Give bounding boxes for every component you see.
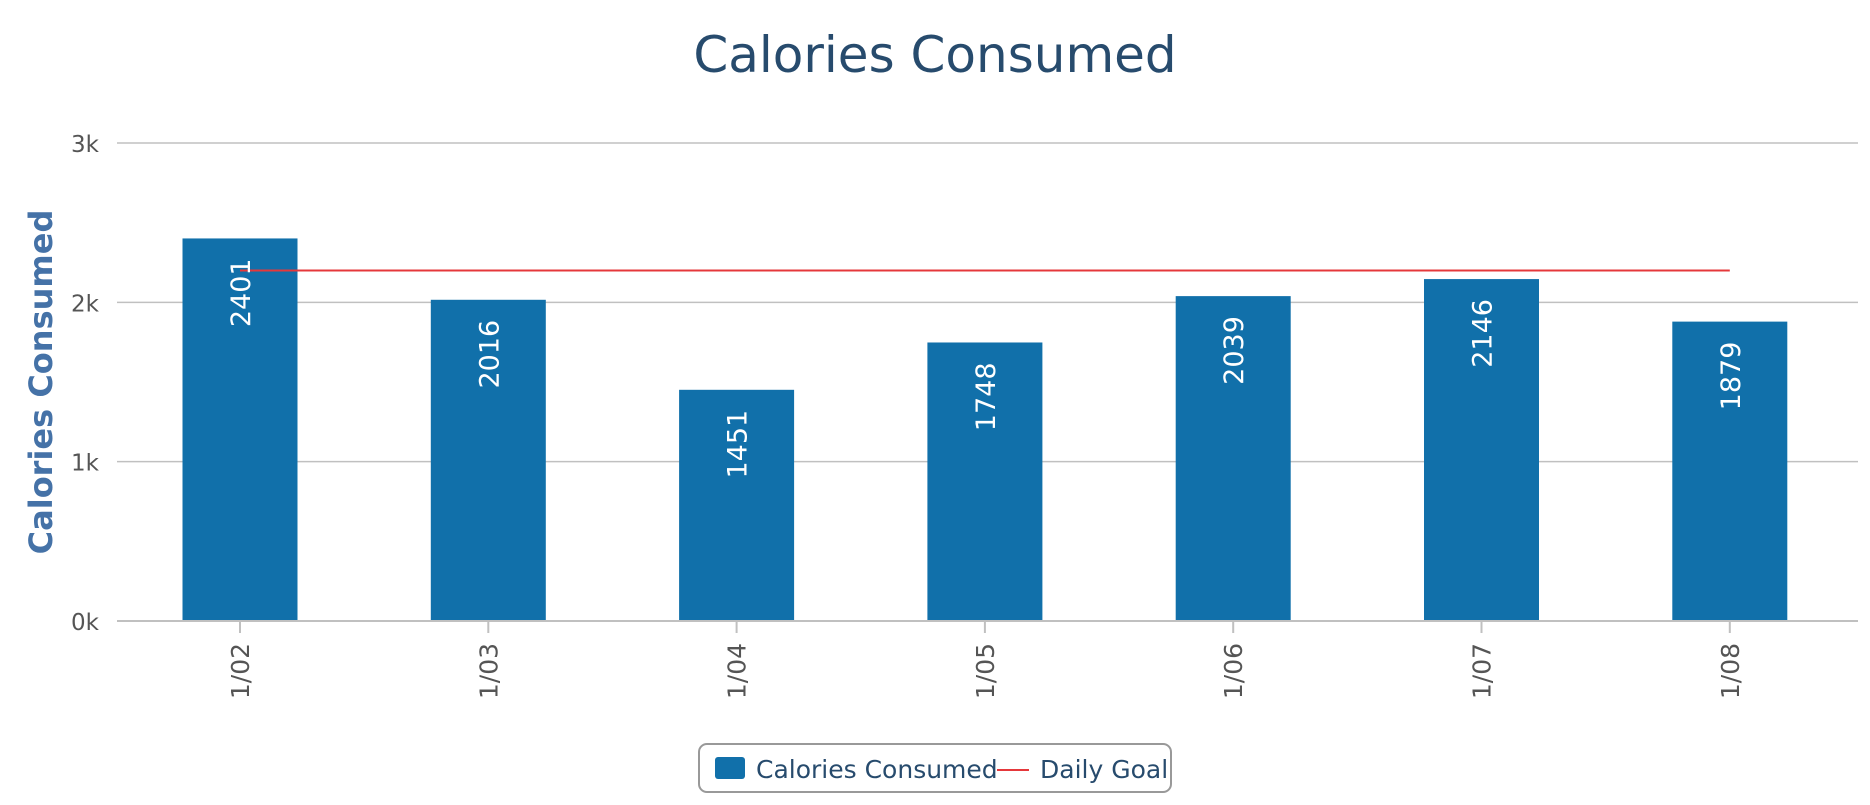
bar[interactable] — [430, 299, 546, 621]
y-axis-title: Calories Consumed — [22, 210, 60, 555]
y-tick-label: 1k — [71, 451, 100, 477]
x-tick-label: 1/04 — [723, 643, 752, 699]
bars — [182, 238, 1788, 621]
bar[interactable] — [182, 238, 298, 621]
bar-value-label: 2401 — [226, 258, 257, 327]
x-tick-label: 1/05 — [971, 643, 1000, 699]
bar-value-label: 2146 — [1468, 299, 1499, 368]
legend-calories-swatch — [715, 757, 745, 779]
bar-value-label: 1748 — [971, 362, 1002, 431]
bar-value-label: 2039 — [1219, 316, 1250, 385]
x-tick-label: 1/03 — [474, 643, 503, 699]
bar-value-label: 1451 — [723, 410, 754, 479]
bar[interactable] — [927, 342, 1043, 621]
x-tick-label: 1/06 — [1219, 643, 1248, 699]
y-tick-label: 2k — [71, 291, 100, 317]
bar[interactable] — [1424, 279, 1539, 621]
legend[interactable]: Calories Consumed Daily Goal — [698, 743, 1172, 793]
x-tick-label: 1/07 — [1468, 643, 1497, 699]
bar-labels: 2401 2016 1451 1748 2039 2146 1879 — [226, 258, 1747, 478]
legend-item-goal[interactable]: Daily Goal — [997, 755, 1168, 784]
x-axis: 1/02 1/03 1/04 1/05 1/06 1/07 1/08 — [117, 620, 1858, 699]
legend-calories-label: Calories Consumed — [756, 755, 998, 784]
bar[interactable] — [1672, 321, 1788, 621]
y-tick-label: 3k — [71, 132, 100, 158]
bar-value-label: 1879 — [1716, 342, 1747, 411]
x-tick-label: 1/08 — [1716, 643, 1745, 699]
x-tick-label: 1/02 — [226, 643, 255, 699]
bar-value-label: 2016 — [474, 320, 505, 389]
bar[interactable] — [1175, 296, 1291, 621]
legend-goal-label: Daily Goal — [1040, 755, 1168, 784]
legend-box — [698, 743, 1172, 793]
y-axis-ticks: 0k 1k 2k 3k — [71, 132, 100, 636]
bar[interactable] — [679, 389, 795, 621]
chart-title: Calories Consumed — [693, 26, 1176, 84]
y-tick-label: 0k — [71, 610, 100, 636]
legend-item-calories[interactable]: Calories Consumed — [715, 755, 998, 784]
